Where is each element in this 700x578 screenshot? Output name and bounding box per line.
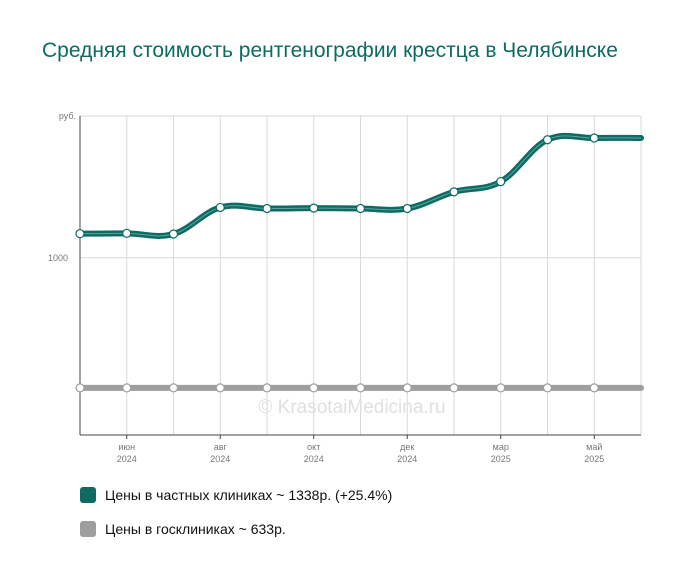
data-point-public — [589, 383, 599, 393]
legend-item-public[interactable]: Цены в госклиниках ~ 633р. — [80, 518, 392, 540]
legend-label-public: Цены в госклиниках ~ 633р. — [105, 521, 286, 537]
data-point-private — [168, 229, 179, 239]
data-point-public — [496, 383, 506, 393]
data-point-private — [542, 135, 553, 145]
data-point-private — [309, 203, 319, 213]
data-point-public — [355, 383, 366, 393]
data-point-private — [496, 176, 506, 187]
x-tick-label-month: авг — [214, 442, 228, 452]
data-point-public — [168, 383, 179, 393]
data-point-public — [262, 383, 272, 393]
data-point-public — [215, 383, 225, 393]
y-axis-unit-label: руб. — [59, 111, 76, 121]
data-point-public — [309, 383, 319, 393]
y-tick-label: 1000 — [48, 253, 68, 263]
x-tick-label-month: дек — [400, 442, 414, 452]
data-point-private — [402, 203, 412, 214]
legend-label-private: Цены в частных клиниках ~ 1338р. (+25.4%… — [105, 487, 393, 503]
data-point-private — [122, 228, 132, 238]
data-point-private — [75, 229, 85, 239]
data-point-private — [589, 133, 599, 143]
x-tick-label-year: 2024 — [397, 454, 417, 464]
legend: Цены в частных клиниках ~ 1338р. (+25.4%… — [80, 484, 392, 552]
x-tick-label-month: май — [586, 442, 602, 452]
x-tick-label-year: 2024 — [210, 454, 230, 464]
data-point-public — [542, 383, 553, 393]
x-tick-label-year: 2024 — [304, 454, 324, 464]
data-point-public — [75, 383, 85, 393]
legend-swatch-private — [80, 487, 96, 503]
data-point-private — [262, 203, 272, 214]
data-point-private — [449, 187, 459, 197]
x-tick-label-year: 2025 — [584, 454, 604, 464]
data-point-public — [449, 383, 459, 393]
legend-item-private[interactable]: Цены в частных клиниках ~ 1338р. (+25.4%… — [80, 484, 392, 506]
x-tick-label-year: 2025 — [491, 454, 511, 464]
data-point-private — [355, 203, 366, 214]
data-point-public — [402, 383, 412, 393]
watermark-text: © KrasotaiMedicina.ru — [258, 397, 445, 418]
x-tick-label-year: 2024 — [117, 454, 137, 464]
data-point-private — [215, 202, 225, 213]
x-tick-label-month: мар — [493, 442, 509, 452]
legend-swatch-public — [80, 521, 96, 537]
chart-title: Средняя стоимость рентгенографии крестца… — [42, 39, 618, 62]
data-point-public — [122, 383, 132, 393]
x-tick-label-month: июн — [118, 442, 135, 452]
x-tick-label-month: окт — [307, 442, 320, 452]
